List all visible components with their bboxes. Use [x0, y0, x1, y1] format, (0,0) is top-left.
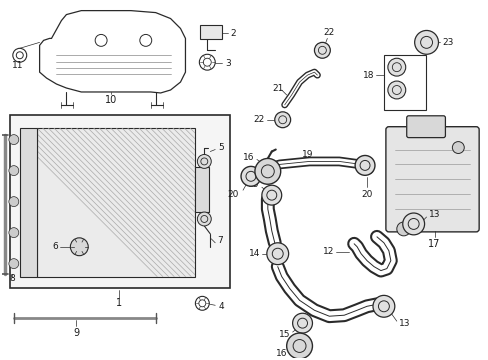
Bar: [200, 26, 222, 39]
Circle shape: [9, 166, 19, 176]
Text: 7: 7: [217, 236, 223, 245]
Text: 10: 10: [105, 95, 117, 105]
Circle shape: [9, 259, 19, 269]
Bar: [195, 167, 209, 212]
Circle shape: [9, 135, 19, 145]
FancyBboxPatch shape: [385, 127, 478, 232]
Circle shape: [197, 154, 211, 168]
Text: 4: 4: [218, 302, 224, 311]
Circle shape: [197, 212, 211, 226]
Text: 3: 3: [224, 59, 230, 68]
Circle shape: [372, 295, 394, 317]
Circle shape: [387, 81, 405, 99]
Text: 1: 1: [116, 298, 122, 308]
Text: 18: 18: [362, 71, 373, 80]
Circle shape: [286, 333, 312, 359]
Text: 11: 11: [12, 61, 23, 70]
Text: 21: 21: [271, 84, 283, 93]
Circle shape: [70, 238, 88, 256]
Circle shape: [254, 158, 280, 184]
Circle shape: [292, 313, 312, 333]
Text: 19: 19: [301, 150, 313, 159]
Text: 12: 12: [322, 247, 334, 256]
Bar: [20, 128, 37, 276]
Circle shape: [402, 213, 424, 235]
Text: 20: 20: [227, 190, 238, 199]
Text: 6: 6: [53, 242, 59, 251]
Text: 8: 8: [10, 274, 16, 283]
Circle shape: [266, 243, 288, 265]
Circle shape: [414, 31, 438, 54]
Bar: [10, 115, 230, 288]
FancyBboxPatch shape: [406, 116, 445, 138]
Circle shape: [9, 228, 19, 238]
Text: 9: 9: [73, 328, 79, 338]
Circle shape: [274, 112, 290, 128]
Text: 5: 5: [218, 143, 224, 152]
Circle shape: [387, 58, 405, 76]
Text: 22: 22: [323, 28, 334, 37]
Text: 14: 14: [248, 249, 259, 258]
Text: 16: 16: [276, 350, 287, 359]
Text: 15: 15: [248, 180, 259, 189]
Bar: [37, 128, 195, 276]
Text: 17: 17: [427, 239, 440, 249]
Text: 20: 20: [361, 190, 372, 199]
Text: 16: 16: [243, 153, 254, 162]
Text: 2: 2: [230, 29, 235, 38]
Text: 15: 15: [279, 329, 290, 338]
Circle shape: [396, 222, 410, 236]
Text: 13: 13: [398, 319, 409, 328]
Circle shape: [262, 185, 281, 205]
Bar: [383, 55, 425, 110]
Circle shape: [354, 156, 374, 175]
Circle shape: [314, 42, 330, 58]
Circle shape: [241, 166, 260, 186]
Text: 22: 22: [253, 115, 264, 124]
Circle shape: [9, 197, 19, 207]
Text: 23: 23: [442, 38, 453, 47]
Text: 13: 13: [427, 210, 439, 219]
Circle shape: [451, 141, 463, 153]
